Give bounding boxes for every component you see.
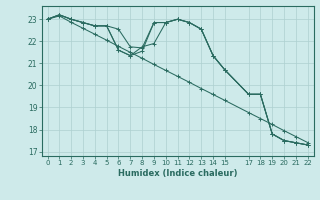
X-axis label: Humidex (Indice chaleur): Humidex (Indice chaleur) bbox=[118, 169, 237, 178]
